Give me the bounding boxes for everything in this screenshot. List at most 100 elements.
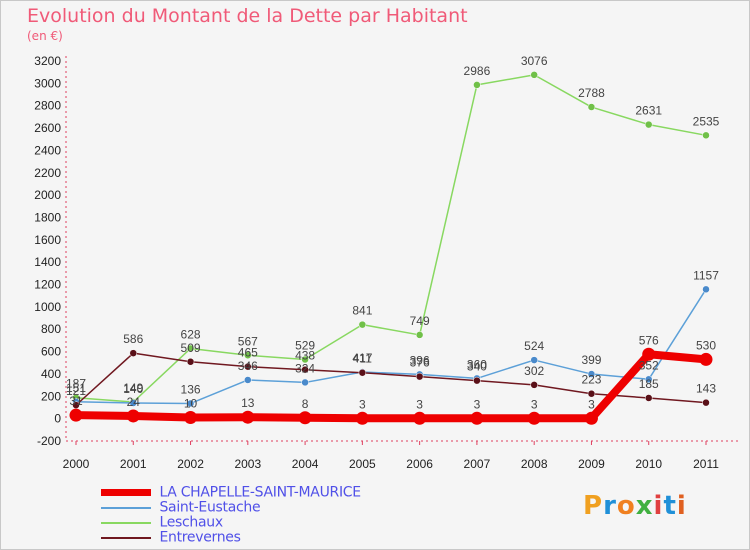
data-label-entrevernes: 465 [238, 346, 258, 360]
x-tick-label: 2005 [349, 457, 376, 471]
data-label-la-chapelle-saint-maurice: 3 [531, 397, 538, 411]
data-label-entrevernes: 411 [353, 352, 372, 366]
data-point-la-chapelle-saint-maurice [355, 411, 369, 425]
x-tick-label: 2009 [578, 457, 605, 471]
data-label-saint-eustache: 360 [467, 357, 487, 371]
data-point-la-chapelle-saint-maurice [470, 411, 484, 425]
data-point-entrevernes [186, 358, 195, 366]
data-point-entrevernes [301, 365, 309, 374]
y-tick-label: 600 [41, 345, 61, 359]
y-tick-label: 0 [54, 412, 61, 426]
data-point-saint-eustache [587, 370, 596, 378]
x-tick-label: 2003 [234, 457, 261, 471]
data-label-leschaux: 2986 [464, 64, 491, 78]
data-point-la-chapelle-saint-maurice [527, 411, 541, 425]
data-label-la-chapelle-saint-maurice: 8 [302, 397, 309, 411]
x-tick-label: 2011 [693, 457, 719, 471]
y-tick-label: 1400 [34, 255, 61, 269]
y-tick-label: 3200 [34, 54, 61, 68]
data-label-entrevernes: 586 [123, 332, 143, 346]
y-tick-label: 2000 [34, 188, 61, 202]
data-label-entrevernes: 438 [295, 349, 315, 363]
y-tick-label: 2800 [34, 99, 61, 113]
y-tick-label: 1000 [34, 300, 61, 314]
legend: LA CHAPELLE-SAINT-MAURICE Saint-Eustache… [101, 485, 361, 545]
data-label-leschaux: 2535 [693, 114, 720, 128]
legend-item-saint-eustache: Saint-Eustache [101, 500, 361, 515]
data-label-leschaux: 749 [410, 314, 430, 328]
data-point-leschaux [186, 344, 195, 353]
data-point-la-chapelle-saint-maurice [126, 409, 140, 423]
data-point-leschaux [415, 331, 424, 339]
data-label-la-chapelle-saint-maurice: 10 [184, 397, 198, 411]
legend-label-leschaux: Leschaux [159, 514, 223, 531]
data-label-la-chapelle-saint-maurice: 31 [69, 394, 83, 408]
y-tick-label: 2400 [34, 143, 61, 157]
y-tick-label: 800 [41, 322, 61, 336]
data-point-saint-eustache [129, 399, 138, 407]
data-label-entrevernes: 509 [181, 341, 201, 355]
data-label-la-chapelle-saint-maurice: 3 [359, 397, 366, 411]
data-point-entrevernes [129, 349, 138, 357]
data-point-saint-eustache [644, 375, 653, 384]
data-label-leschaux: 567 [238, 334, 258, 348]
legend-item-leschaux: Leschaux [101, 515, 361, 530]
data-label-leschaux: 2631 [635, 104, 662, 118]
y-tick-label: -200 [37, 434, 61, 448]
x-tick-label: 2006 [406, 457, 433, 471]
data-point-entrevernes [358, 368, 367, 377]
data-point-la-chapelle-saint-maurice [69, 408, 83, 422]
series-line-la-chapelle-saint-maurice [72, 350, 710, 423]
data-point-leschaux [473, 81, 481, 89]
data-point-entrevernes [702, 398, 710, 407]
data-label-la-chapelle-saint-maurice: 24 [127, 395, 141, 409]
data-point-leschaux [301, 355, 309, 364]
legend-item-entrevernes: Entrevernes [101, 530, 361, 545]
data-point-entrevernes [587, 389, 596, 398]
x-tick-label: 2000 [63, 457, 90, 471]
data-label-entrevernes: 340 [467, 360, 487, 374]
y-tick-label: 3000 [34, 76, 61, 90]
data-label-saint-eustache: 346 [238, 359, 258, 373]
legend-swatch-leschaux [101, 521, 151, 524]
data-label-saint-eustache: 524 [524, 339, 544, 353]
data-point-leschaux [358, 320, 367, 329]
data-label-la-chapelle-saint-maurice: 13 [241, 396, 255, 410]
data-point-la-chapelle-saint-maurice [298, 411, 312, 425]
legend-label-la-chapelle-saint-maurice: LA CHAPELLE-SAINT-MAURICE [159, 484, 361, 501]
data-point-la-chapelle-saint-maurice [584, 411, 598, 425]
x-tick-label: 2004 [292, 457, 319, 471]
y-tick-label: 400 [41, 367, 61, 381]
y-tick-label: 2600 [34, 121, 61, 135]
data-point-leschaux [644, 120, 653, 129]
data-point-leschaux [702, 131, 710, 140]
data-point-la-chapelle-saint-maurice [241, 410, 255, 424]
legend-label-saint-eustache: Saint-Eustache [159, 499, 261, 516]
data-label-la-chapelle-saint-maurice: 576 [639, 333, 659, 347]
data-label-saint-eustache: 417 [352, 351, 372, 365]
data-point-entrevernes [244, 362, 252, 371]
data-label-entrevernes: 143 [696, 382, 716, 396]
legend-swatch-saint-eustache [101, 506, 151, 509]
data-label-entrevernes: 302 [524, 364, 544, 378]
series-line-entrevernes [75, 352, 707, 406]
line-chart: -200 0 200 400 600 800 1000 1200 1400 1600 1800 200… [34, 54, 741, 471]
data-label-saint-eustache: 140 [123, 382, 143, 396]
x-tick-label: 2008 [521, 457, 548, 471]
data-point-entrevernes [473, 376, 481, 385]
x-tick-label: 2001 [120, 457, 147, 471]
data-label-leschaux: 529 [295, 339, 315, 353]
data-point-entrevernes [72, 401, 80, 409]
data-point-leschaux [587, 103, 596, 111]
data-label-leschaux: 149 [123, 381, 143, 395]
data-label-entrevernes: 376 [410, 356, 430, 370]
data-label-leschaux: 3076 [521, 54, 548, 68]
y-tick-label: 1800 [34, 210, 61, 224]
y-tick-label: 2200 [34, 166, 61, 180]
legend-label-entrevernes: Entrevernes [159, 529, 241, 546]
data-point-entrevernes [415, 372, 424, 381]
x-tick-label: 2002 [177, 457, 204, 471]
y-tick-label: 1600 [34, 233, 61, 247]
chart-title: Evolution du Montant de la Dette par Hab… [27, 5, 468, 27]
